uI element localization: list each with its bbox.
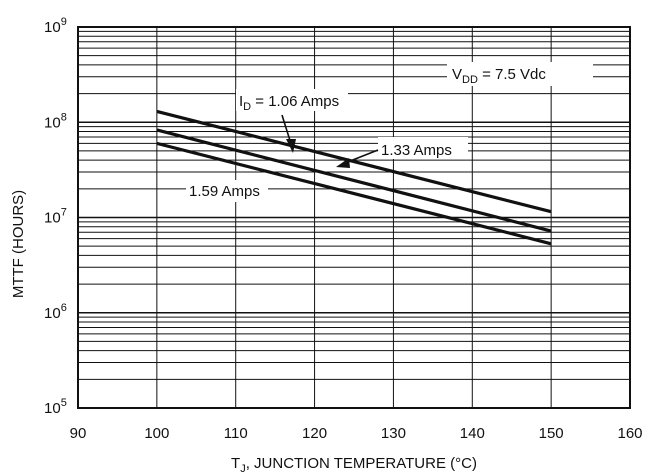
y-tick-labels: 105 106 107 108 109 <box>44 16 67 417</box>
y-tick-label: 107 <box>44 207 67 227</box>
y-tick-label: 105 <box>44 397 67 417</box>
series-line-2 <box>156 128 552 233</box>
label-133-annotation: 1.33 Amps <box>336 137 468 168</box>
y-tick-label: 108 <box>44 111 67 131</box>
x-tick-label: 140 <box>460 425 485 442</box>
svg-text:ID = 1.06 Amps: ID = 1.06 Amps <box>239 93 339 113</box>
x-tick-label: 160 <box>617 425 642 442</box>
svg-text:VDD = 7.5 Vdc: VDD = 7.5 Vdc <box>452 66 546 86</box>
series-line-3 <box>156 141 552 246</box>
id-106-annotation: ID = 1.06 Amps <box>236 89 348 153</box>
svg-text:1.33 Amps: 1.33 Amps <box>381 142 452 159</box>
y-tick-label: 109 <box>44 16 67 36</box>
x-tick-labels: 90 100 110 120 130 140 150 160 <box>70 425 643 442</box>
label-159-annotation: 1.59 Amps <box>186 180 268 202</box>
svg-text:1.59 Amps: 1.59 Amps <box>189 183 260 200</box>
series-lines <box>156 109 552 246</box>
y-axis-title: MTTF (HOURS) <box>10 190 27 298</box>
plot-frame <box>77 26 631 409</box>
x-tick-label: 120 <box>302 425 327 442</box>
x-tick-label: 130 <box>381 425 406 442</box>
x-tick-label: 100 <box>144 425 169 442</box>
vdd-annotation: VDD = 7.5 Vdc <box>447 62 593 86</box>
x-axis-title: TJ, JUNCTION TEMPERATURE (°C) <box>231 455 477 475</box>
x-tick-label: 90 <box>70 425 87 442</box>
x-tick-label: 110 <box>224 425 248 442</box>
y-tick-label: 106 <box>44 302 67 322</box>
series-line-1 <box>156 109 552 214</box>
x-tick-label: 150 <box>539 425 564 442</box>
